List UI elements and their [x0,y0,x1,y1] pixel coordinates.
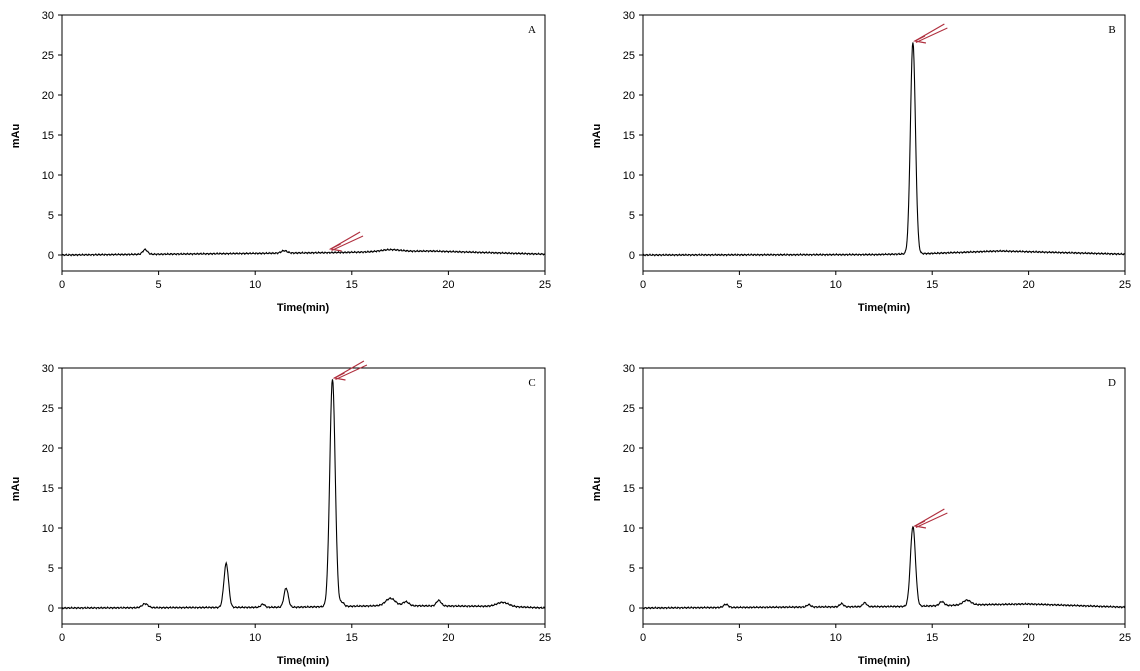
x-tick-label: 5 [736,632,742,644]
plot-frame [643,368,1125,624]
y-tick-label: 0 [48,603,54,615]
chromatogram-panel-d: D Time(min) mAu 0 5 10 15 20 25 0 5 10 15 20 25 30 [591,363,1131,667]
y-tick-label: 10 [42,523,54,535]
y-tick-label: 15 [623,483,635,495]
x-tick-label: 15 [346,279,358,291]
y-axis-title: mAu [591,477,603,501]
y-tick-label: 0 [629,603,635,615]
plot-frame [62,15,545,271]
y-tick-label: 10 [623,523,635,535]
y-tick-label: 25 [623,403,635,415]
x-tick-label: 20 [442,279,454,291]
y-tick-label: 25 [42,403,54,415]
y-tick-label: 15 [42,483,54,495]
y-axis-title: mAu [591,124,603,148]
y-tick-label: 20 [623,443,635,455]
x-tick-label: 20 [1022,279,1034,291]
y-tick-label: 5 [48,210,54,222]
y-tick-label: 10 [623,170,635,182]
x-tick-label: 15 [926,279,938,291]
y-tick-label: 30 [42,363,54,375]
y-tick-label: 25 [42,50,54,62]
chromatogram-trace [62,379,545,608]
x-tick-label: 10 [249,279,261,291]
x-tick-label: 0 [59,279,65,291]
chromatogram-trace [62,249,545,256]
y-tick-label: 5 [629,563,635,575]
y-tick-label: 10 [42,170,54,182]
x-tick-label: 10 [830,632,842,644]
peak-arrow [334,361,366,380]
x-tick-label: 10 [830,279,842,291]
y-tick-label: 30 [42,10,54,22]
peak-arrow [915,509,947,528]
panel-letter: D [1108,377,1116,389]
chromatogram-panel-c: C Time(min) mAu 0 5 10 15 20 25 0 5 10 15 20 25 30 [10,361,551,667]
chromatogram-panel-a: A Time(min) mAu 0 5 10 15 20 25 0 5 10 15 20 25 30 [10,10,551,314]
x-tick-label: 0 [640,279,646,291]
x-tick-label: 20 [1022,632,1034,644]
x-axis-title: Time(min) [858,302,911,314]
y-tick-label: 0 [48,250,54,262]
arrow-shaft-outline [332,236,363,251]
panel-letter: B [1108,24,1115,36]
x-tick-label: 25 [539,632,551,644]
y-tick-label: 5 [48,563,54,575]
y-tick-label: 20 [623,90,635,102]
arrow-shaft-outline [916,513,947,528]
y-axis-title: mAu [10,124,22,148]
y-tick-label: 30 [623,363,635,375]
x-tick-label: 15 [926,632,938,644]
y-tick-label: 15 [623,130,635,142]
x-axis-title: Time(min) [858,655,911,667]
x-tick-label: 20 [442,632,454,644]
y-tick-label: 15 [42,130,54,142]
panel-letter: C [528,377,535,389]
x-tick-label: 10 [249,632,261,644]
plot-frame [643,15,1125,271]
plot-frame [62,368,545,624]
chromatogram-trace [643,527,1125,609]
chromatogram-trace [643,42,1125,255]
y-tick-label: 0 [629,250,635,262]
y-tick-label: 30 [623,10,635,22]
x-tick-label: 5 [156,632,162,644]
x-tick-label: 5 [736,279,742,291]
x-tick-label: 15 [346,632,358,644]
x-tick-label: 25 [1119,632,1131,644]
x-tick-label: 0 [59,632,65,644]
chromatogram-panel-b: B Time(min) mAu 0 5 10 15 20 25 0 5 10 15 20 25 30 [591,10,1131,314]
peak-arrow [915,24,947,43]
y-axis-title: mAu [10,477,22,501]
y-tick-label: 20 [42,443,54,455]
y-tick-label: 20 [42,90,54,102]
x-tick-label: 25 [1119,279,1131,291]
x-axis-title: Time(min) [277,655,330,667]
arrow-shaft-outline [916,28,947,43]
panel-letter: A [528,24,536,36]
x-tick-label: 5 [156,279,162,291]
x-tick-label: 25 [539,279,551,291]
arrow-shaft-outline [335,365,366,380]
y-tick-label: 5 [629,210,635,222]
x-tick-label: 0 [640,632,646,644]
x-axis-title: Time(min) [277,302,330,314]
y-tick-label: 25 [623,50,635,62]
peak-arrow [331,232,363,251]
